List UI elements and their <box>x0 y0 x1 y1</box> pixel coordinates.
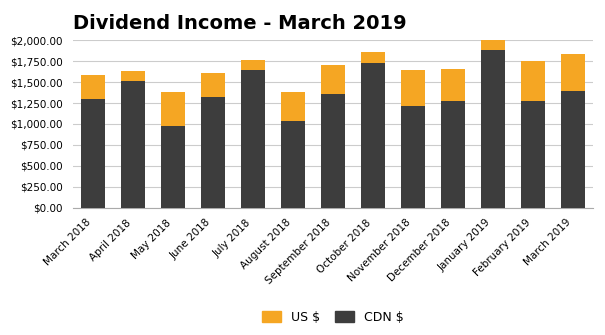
Bar <box>161 92 185 126</box>
Bar <box>120 71 145 81</box>
Bar <box>561 91 585 208</box>
Bar <box>521 101 545 208</box>
Legend: US $, CDN $: US $, CDN $ <box>257 306 408 329</box>
Bar <box>561 54 585 91</box>
Bar <box>161 126 185 208</box>
Bar <box>521 61 545 101</box>
Bar <box>401 107 425 208</box>
Bar <box>281 121 305 208</box>
Bar <box>321 94 345 208</box>
Bar <box>80 99 105 208</box>
Bar <box>481 37 505 50</box>
Bar <box>321 65 345 94</box>
Bar <box>201 97 224 208</box>
Bar <box>201 73 224 97</box>
Bar <box>241 60 265 70</box>
Bar <box>241 70 265 208</box>
Bar <box>401 70 425 107</box>
Bar <box>361 63 385 208</box>
Bar <box>281 92 305 121</box>
Text: Dividend Income - March 2019: Dividend Income - March 2019 <box>73 14 406 33</box>
Bar <box>120 81 145 208</box>
Bar <box>481 50 505 208</box>
Bar <box>80 74 105 99</box>
Bar <box>361 52 385 63</box>
Bar <box>441 69 465 101</box>
Bar <box>441 101 465 208</box>
